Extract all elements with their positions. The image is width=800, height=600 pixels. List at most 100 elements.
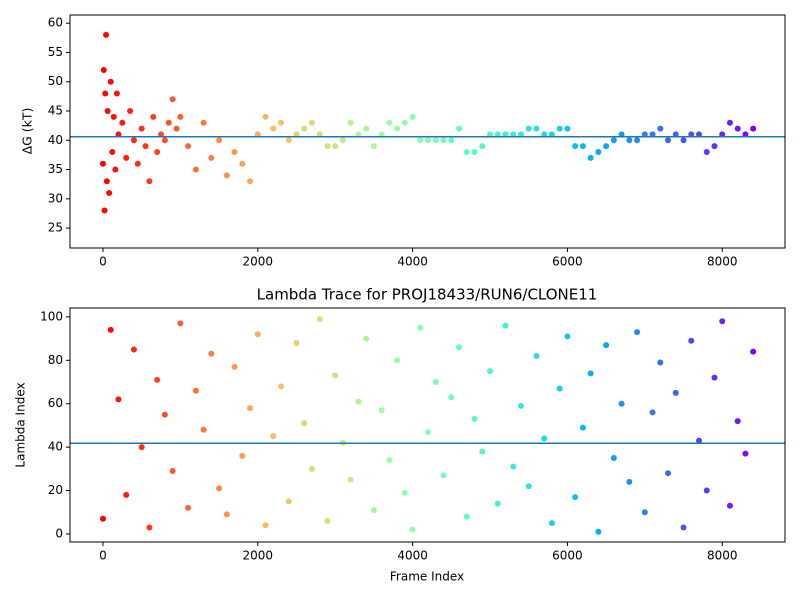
point <box>223 172 230 179</box>
y-tick-label: 80 <box>48 353 63 367</box>
point <box>332 372 339 379</box>
point <box>138 125 145 132</box>
axes-frame <box>69 14 786 249</box>
point <box>216 137 223 144</box>
point <box>680 137 687 144</box>
x-tick-label: 4000 <box>397 549 428 563</box>
point <box>208 154 215 161</box>
point <box>750 348 757 355</box>
point <box>548 131 555 138</box>
point <box>301 420 308 427</box>
point <box>726 119 733 126</box>
point <box>239 160 246 167</box>
point <box>618 400 625 407</box>
point <box>425 428 432 435</box>
point <box>525 125 532 132</box>
point <box>386 457 393 464</box>
x-axis-label: Frame Index <box>390 570 464 584</box>
point <box>113 90 120 97</box>
point <box>479 143 486 150</box>
point <box>703 487 710 494</box>
y-tick-label: 50 <box>48 74 63 88</box>
point <box>103 178 110 185</box>
point <box>247 405 254 412</box>
point <box>109 148 116 155</box>
point <box>134 160 141 167</box>
point <box>355 131 362 138</box>
y-tick-label: 0 <box>55 526 63 540</box>
x-tick-label: 6000 <box>552 549 583 563</box>
point <box>316 131 323 138</box>
point <box>432 379 439 386</box>
point <box>293 131 300 138</box>
y-tick-label: 20 <box>48 483 63 497</box>
point <box>579 143 586 150</box>
point <box>99 160 106 167</box>
point <box>262 113 269 120</box>
point <box>680 524 687 531</box>
point <box>688 131 695 138</box>
point <box>394 357 401 364</box>
point <box>595 148 602 155</box>
point <box>556 125 563 132</box>
point <box>339 137 346 144</box>
point <box>610 454 617 461</box>
point <box>177 320 184 327</box>
point <box>626 478 633 485</box>
point <box>703 148 710 155</box>
point <box>106 189 113 196</box>
point <box>107 78 114 85</box>
point <box>192 387 199 394</box>
point <box>324 143 331 150</box>
point <box>409 113 416 120</box>
point <box>409 526 416 533</box>
point <box>595 528 602 535</box>
point <box>587 370 594 377</box>
point <box>401 119 408 126</box>
point <box>471 415 478 422</box>
point <box>502 131 509 138</box>
point <box>494 131 501 138</box>
point <box>293 339 300 346</box>
point <box>130 346 137 353</box>
point <box>285 137 292 144</box>
point <box>541 131 548 138</box>
point <box>370 507 377 514</box>
point <box>425 137 432 144</box>
point <box>394 125 401 132</box>
point <box>347 476 354 483</box>
y-axis-label: ΔG (kT) <box>20 108 35 155</box>
point <box>161 411 168 418</box>
point <box>185 504 192 511</box>
point <box>456 344 463 351</box>
point <box>285 498 292 505</box>
point <box>177 113 184 120</box>
point <box>200 119 207 126</box>
y-axis-label: Lambda Index <box>14 382 28 467</box>
x-tick-label: 8000 <box>707 255 738 269</box>
point <box>308 119 315 126</box>
point <box>556 385 563 392</box>
point <box>742 450 749 457</box>
point <box>208 350 215 357</box>
point <box>525 483 532 490</box>
point <box>657 359 664 366</box>
point <box>517 131 524 138</box>
point <box>107 326 114 333</box>
point <box>487 131 494 138</box>
chart-title: Lambda Trace for PROJ18433/RUN6/CLONE11 <box>257 286 598 304</box>
point <box>634 329 641 336</box>
point <box>192 166 199 173</box>
point <box>154 376 161 383</box>
x-tick-label: 8000 <box>707 549 738 563</box>
point <box>102 90 109 97</box>
point <box>101 207 108 214</box>
point <box>610 137 617 144</box>
y-tick-label: 40 <box>48 440 63 454</box>
point <box>142 143 149 150</box>
point <box>355 398 362 405</box>
point <box>603 143 610 150</box>
point <box>231 148 238 155</box>
point <box>587 154 594 161</box>
